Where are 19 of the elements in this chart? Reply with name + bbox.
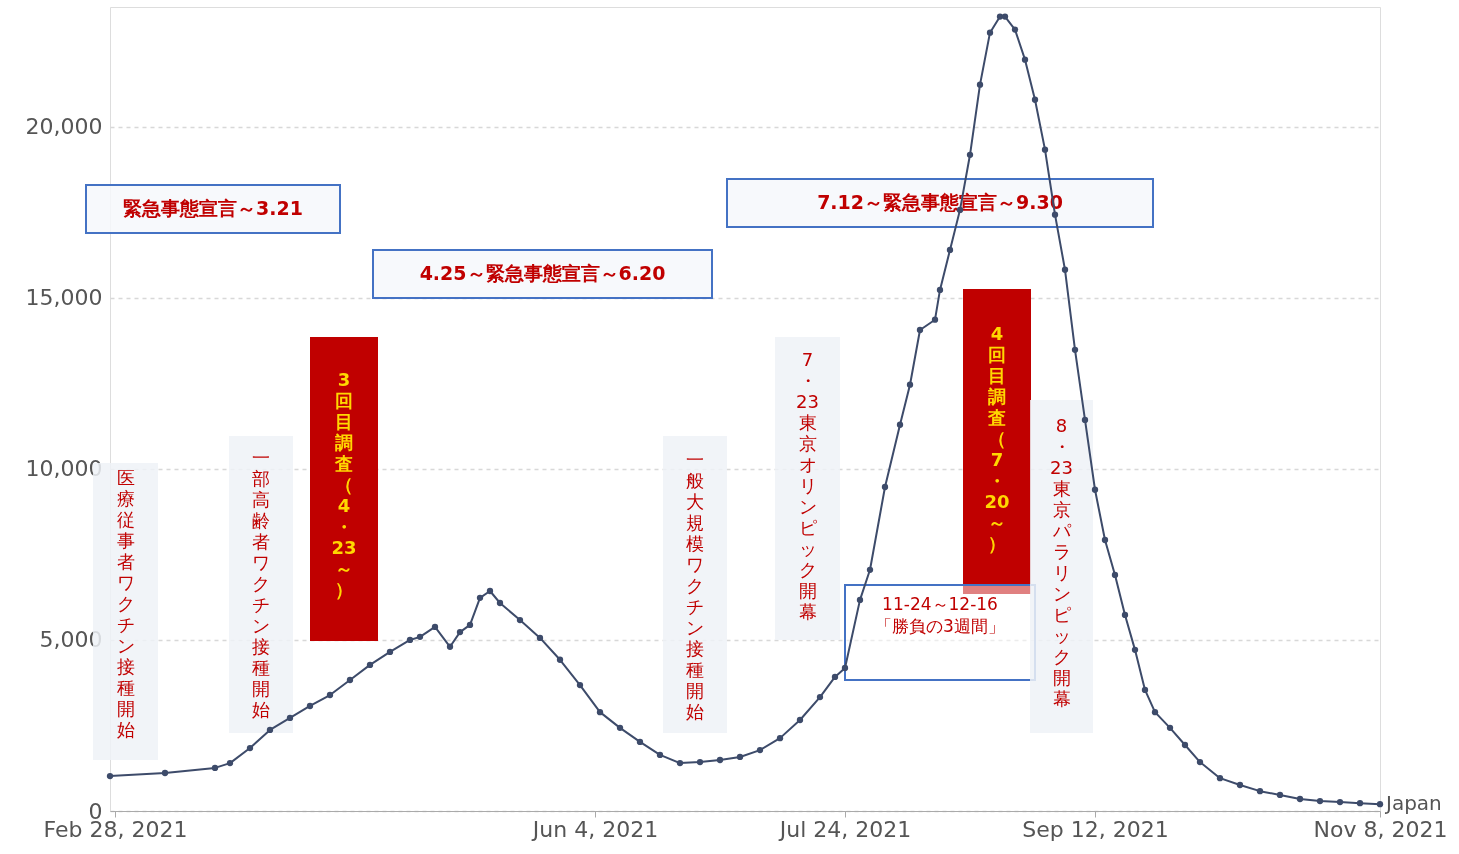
y-tick-label: 15,000 [25,285,103,311]
x-tick-label: Jul 24, 2021 [777,816,912,842]
series-label: Japan [1384,791,1442,816]
x-tick-label: Sep 12, 2021 [1022,816,1169,842]
text: 一般大規模ワクチン接種開始 [686,449,704,722]
annotation: 4.25～緊急事態宣言～6.20 [419,262,666,284]
y-tick-label: 10,000 [25,456,103,482]
y-tick-label: 5,000 [39,627,103,653]
text: 医療従事者ワクチン接種開始 [116,467,135,740]
text: 7・23東京オリンピック開幕 [796,349,819,622]
annotation: 緊急事態宣言～3.21 [123,197,303,219]
y-tick-label: 20,000 [25,114,103,140]
x-tick-label: Jun 4, 2021 [530,816,659,842]
annotation: 11-24～12-16「勝負の3週間」 [875,594,1005,636]
text: 一部高齢者ワクチン接種開始 [252,447,270,720]
text: 3回目調査（4・23～） [331,369,357,600]
x-tick-label: Nov 8, 2021 [1313,816,1448,842]
text: 8・23東京パラリンピック開幕 [1050,415,1073,709]
text: 4回目調査（7・20～） [984,323,1010,554]
